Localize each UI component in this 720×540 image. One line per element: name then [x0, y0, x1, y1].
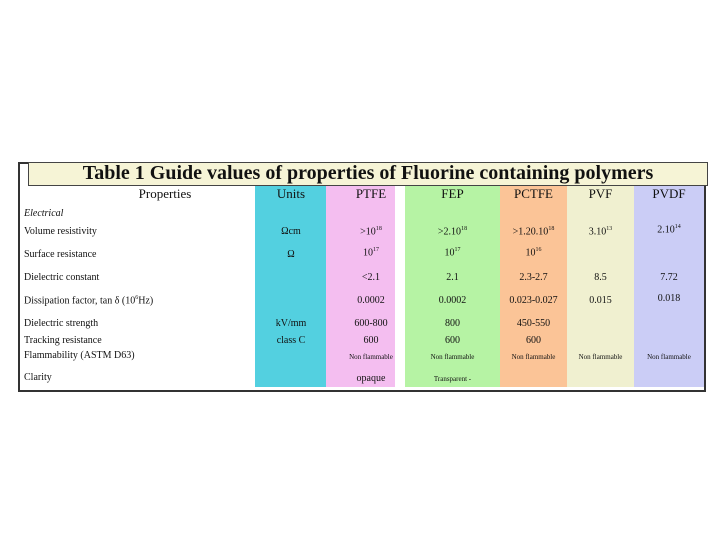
row-label-surface-resistance: Surface resistance	[24, 249, 97, 260]
pvdf-column	[634, 185, 704, 387]
pctfe-column	[500, 185, 567, 387]
row-label-dielectric-strength: Dielectric strength	[24, 318, 99, 329]
units-column	[255, 185, 327, 387]
dielectric-constant-pvf: 8.5	[594, 272, 607, 283]
header-pvf: PVF	[588, 186, 613, 201]
header-pvdf: PVDF	[652, 186, 686, 201]
dielectric-strength-pctfe: 450-550	[516, 318, 551, 329]
dissipation-factor-pvf: 0.015	[589, 295, 612, 306]
volume-resistivity-pvdf: 2.1014	[657, 224, 681, 236]
flammability-fep: Non flammable	[430, 353, 475, 361]
tracking-resistance-units: class C	[276, 335, 306, 346]
section-label: Electrical	[24, 208, 64, 219]
row-label-dielectric-constant: Dielectric constant	[24, 272, 100, 283]
dielectric-constant-ptfe: <2.1	[361, 272, 381, 283]
row-label-clarity: Clarity	[24, 372, 52, 383]
dielectric-constant-pctfe: 2.3-2.7	[519, 272, 548, 283]
dielectric-constant-fep: 2.1	[446, 272, 459, 283]
row-label-flammability: Flammability (ASTM D63)	[24, 350, 135, 361]
header-ptfe: PTFE	[355, 186, 387, 201]
pvf-column	[567, 185, 634, 387]
dissipation-factor-pvdf: 0.018	[657, 293, 681, 304]
header-pctfe: PCTFE	[513, 186, 553, 201]
volume-resistivity-ptfe: >1018	[360, 226, 382, 238]
clarity-ptfe: opaque	[356, 373, 386, 384]
dielectric-constant-pvdf: 7.72	[660, 272, 678, 283]
flammability-pvf: Non flammable	[578, 353, 623, 361]
dielectric-strength-fep: 800	[445, 318, 460, 329]
row-label-volume-resistivity: Volume resistivity	[24, 226, 97, 237]
volume-resistivity-fep: >2.1018	[437, 226, 468, 238]
flammability-pvdf: Non flammable	[647, 353, 691, 361]
dissipation-factor-pctfe: 0.023-0.027	[509, 295, 558, 306]
header-units: Units	[276, 186, 306, 201]
flammability-ptfe: Non flammable	[349, 353, 393, 361]
header-properties: Properties	[138, 186, 192, 201]
tracking-resistance-ptfe: 600	[363, 335, 379, 346]
volume-resistivity-units: Ωcm	[281, 226, 301, 237]
tracking-resistance-fep: 600	[445, 335, 460, 346]
dissipation-factor-fep: 0.0002	[438, 295, 467, 306]
dissipation-factor-ptfe: 0.0002	[357, 295, 385, 306]
volume-resistivity-pctfe: >1.20.1018	[512, 226, 555, 238]
tracking-resistance-pctfe: 600	[526, 335, 541, 346]
clarity-fep: Transparent -	[433, 375, 472, 383]
surface-resistance-ptfe: 1017	[363, 247, 379, 259]
row-label-dissipation-factor: Dissipation factor, tan δ (106Hz)	[24, 295, 154, 307]
table-title: Table 1 Guide values of properties of Fl…	[28, 162, 708, 186]
dielectric-strength-units: kV/mm	[275, 318, 307, 329]
surface-resistance-fep: 1017	[444, 247, 461, 259]
flammability-pctfe: Non flammable	[511, 353, 556, 361]
dielectric-strength-ptfe: 600-800	[354, 318, 388, 329]
surface-resistance-units: Ω	[287, 249, 295, 260]
row-label-tracking-resistance: Tracking resistance	[24, 335, 102, 346]
volume-resistivity-pvf: 3.1013	[588, 226, 613, 238]
header-fep: FEP	[441, 186, 464, 201]
fep-column	[405, 185, 500, 387]
surface-resistance-pctfe: 1016	[525, 247, 542, 259]
ptfe-column	[326, 185, 395, 387]
